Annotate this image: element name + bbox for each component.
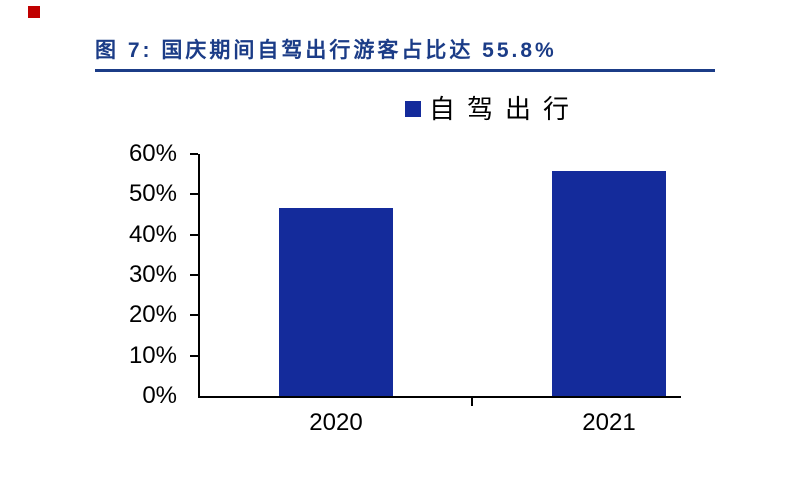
y-axis-tick (190, 354, 198, 357)
y-axis-tick (190, 153, 198, 155)
y-axis-tick (190, 314, 198, 317)
legend-swatch-icon (405, 101, 421, 117)
y-tick-label: 60% (128, 140, 177, 167)
x-axis-tick (471, 398, 473, 406)
red-bullet-marker (28, 6, 40, 18)
title-underline (95, 69, 715, 72)
chart-legend: 自驾出行 (405, 96, 581, 122)
x-tick-label-2020: 2020 (309, 409, 363, 436)
x-tick-label-2021: 2021 (582, 409, 636, 436)
y-tick-label: 0% (142, 382, 177, 409)
y-axis-tick (190, 274, 198, 276)
y-axis-tick (190, 193, 198, 196)
y-axis-tick (190, 233, 198, 236)
figure-title: 图 7: 国庆期间自驾出行游客占比达 55.8% (95, 39, 557, 62)
y-tick-label: 20% (128, 301, 177, 329)
y-tick-label: 50% (128, 180, 177, 208)
x-axis-line (198, 396, 681, 398)
y-axis-line (198, 154, 200, 398)
bar-2021 (552, 171, 666, 396)
bar-2020 (279, 208, 393, 396)
legend-label: 自驾出行 (429, 94, 582, 124)
y-tick-label: 30% (128, 261, 177, 288)
y-tick-label: 40% (128, 220, 177, 248)
y-tick-label: 10% (128, 341, 177, 369)
